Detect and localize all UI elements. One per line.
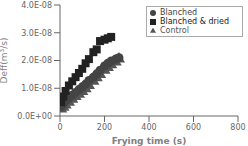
svg-text:0: 0	[57, 123, 62, 132]
svg-text:3.0E-08: 3.0E-08	[21, 29, 52, 38]
svg-text:2.0E-08: 2.0E-08	[21, 56, 52, 65]
svg-text:200: 200	[97, 123, 112, 132]
svg-text:800: 800	[230, 123, 240, 132]
html-text:Control: Control	[160, 26, 189, 35]
html-text:Blanched: Blanched	[160, 8, 198, 17]
svg-text:4.0E-08: 4.0E-08	[21, 1, 52, 10]
svg-text:400: 400	[141, 123, 156, 132]
html-text:Blanched & dried: Blanched & dried	[160, 17, 230, 26]
svg-text:0.0E+00: 0.0E+00	[17, 112, 52, 121]
svg-text:600: 600	[186, 123, 201, 132]
svg-text:Frying time (s): Frying time (s)	[112, 136, 187, 146]
svg-text:1.0E-08: 1.0E-08	[21, 84, 52, 93]
svg-text:Deff(m³/s): Deff(m³/s)	[8, 38, 9, 84]
